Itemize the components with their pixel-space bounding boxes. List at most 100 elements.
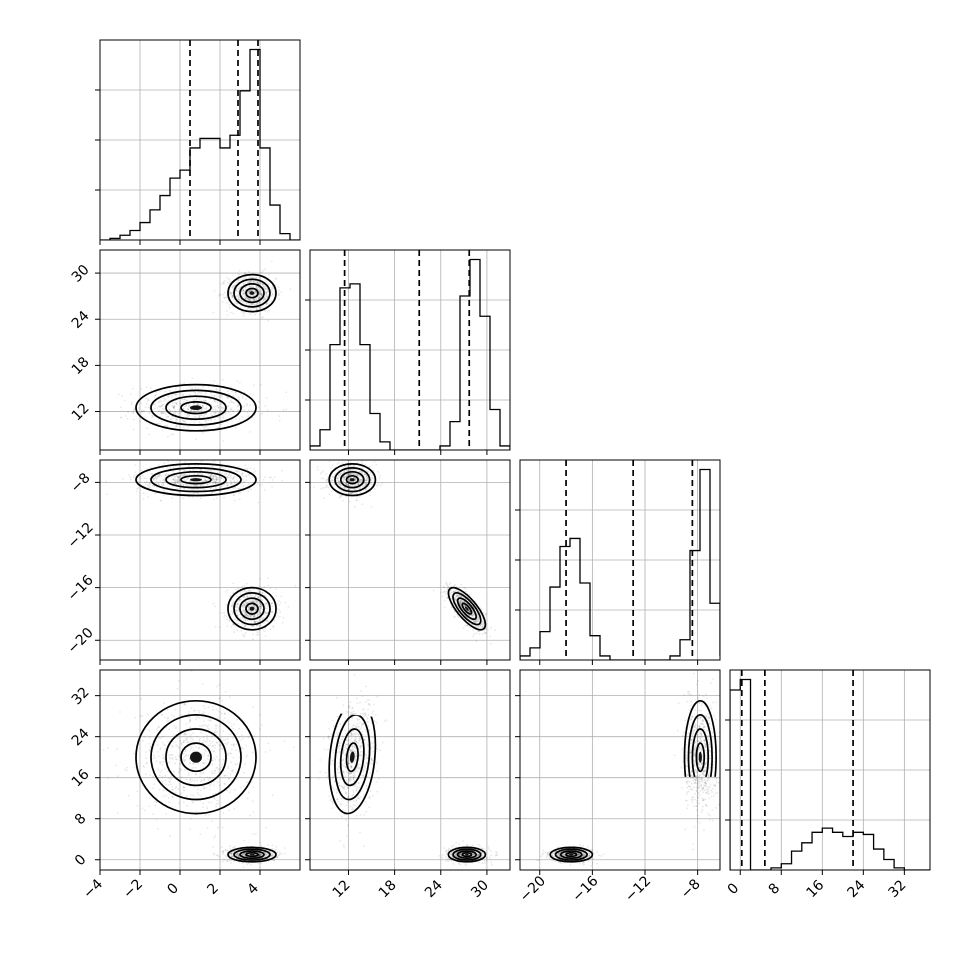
sample-point <box>365 481 368 483</box>
sample-point <box>356 458 358 460</box>
sample-point <box>261 599 264 601</box>
sample-point <box>364 473 367 476</box>
sample-point <box>206 469 209 472</box>
sample-point <box>236 629 239 632</box>
sample-point <box>230 862 233 864</box>
sample-point <box>342 476 345 479</box>
sample-point <box>247 415 250 418</box>
sample-point <box>250 611 253 614</box>
sample-point <box>162 741 164 744</box>
sample-point <box>198 398 201 400</box>
sample-point <box>212 482 215 484</box>
sample-point <box>245 479 247 482</box>
sample-point <box>148 797 151 800</box>
sample-point <box>249 404 251 407</box>
sample-point <box>264 286 267 289</box>
sample-point <box>243 596 246 598</box>
sample-point <box>361 479 363 482</box>
sample-point <box>192 739 195 741</box>
sample-point <box>201 407 204 410</box>
sample-point <box>258 296 261 299</box>
sample-point <box>175 403 178 405</box>
sample-point <box>169 834 171 837</box>
sample-point <box>265 293 267 296</box>
sample-point <box>153 402 155 405</box>
sample-point <box>354 479 357 481</box>
sample-point <box>246 602 249 605</box>
sample-point <box>201 406 204 409</box>
sample-point <box>134 464 137 466</box>
sample-point <box>170 753 173 756</box>
sample-point <box>218 697 221 700</box>
sample-point <box>226 484 229 486</box>
sample-point <box>371 474 373 477</box>
sample-point <box>253 604 256 607</box>
sample-point <box>134 716 137 719</box>
sample-point <box>254 614 256 617</box>
sample-point <box>461 599 463 602</box>
sample-point <box>454 616 456 618</box>
sample-point <box>164 398 167 401</box>
sample-point <box>216 395 219 398</box>
sample-point <box>182 757 184 760</box>
sample-point <box>198 456 200 458</box>
sample-point <box>264 855 266 858</box>
sample-point <box>261 294 263 296</box>
sample-point <box>248 297 251 300</box>
sample-point <box>230 399 233 402</box>
sample-point <box>178 782 181 785</box>
axes-frame <box>99 249 301 451</box>
sample-point <box>159 499 162 502</box>
sample-point <box>222 484 225 486</box>
sample-point <box>240 629 243 632</box>
sample-point <box>261 284 264 286</box>
sample-point <box>343 471 345 474</box>
sample-point <box>237 404 240 407</box>
density-contour <box>233 278 271 308</box>
sample-point <box>341 472 344 475</box>
sample-point <box>231 605 233 608</box>
sample-point <box>179 495 182 498</box>
sample-point <box>130 403 133 406</box>
sample-point <box>161 408 164 410</box>
sample-point <box>243 481 245 484</box>
sample-point <box>191 746 193 749</box>
sample-point <box>356 492 358 495</box>
sample-point <box>204 740 207 743</box>
sample-point <box>359 486 362 489</box>
sample-point <box>445 590 447 593</box>
sample-point <box>183 469 186 472</box>
sample-point <box>172 740 174 743</box>
sample-point <box>211 481 214 483</box>
sample-point <box>369 482 372 484</box>
sample-point <box>361 460 364 463</box>
sample-point <box>477 620 479 623</box>
sample-point <box>317 469 319 471</box>
sample-point <box>183 755 186 758</box>
sample-point <box>227 754 230 757</box>
sample-point <box>241 472 244 475</box>
sample-point <box>163 479 166 481</box>
sample-point <box>248 285 251 287</box>
sample-point <box>151 416 154 419</box>
sample-point <box>164 390 167 393</box>
sample-point <box>229 476 231 479</box>
sample-point <box>159 747 162 749</box>
sample-point <box>182 393 185 396</box>
sample-point <box>215 476 218 479</box>
sample-point <box>187 413 189 416</box>
sample-point <box>229 595 232 598</box>
sample-point <box>227 483 230 486</box>
sample-point <box>149 774 152 776</box>
sample-point <box>246 754 248 757</box>
sample-point <box>266 310 269 313</box>
sample-point <box>443 599 446 602</box>
sample-point <box>358 470 361 473</box>
sample-point <box>249 605 252 607</box>
sample-point <box>212 475 215 478</box>
sample-point <box>217 740 220 743</box>
sample-point <box>139 402 142 404</box>
density-contour <box>180 401 212 415</box>
sample-point <box>241 282 244 284</box>
sample-point <box>242 288 244 291</box>
